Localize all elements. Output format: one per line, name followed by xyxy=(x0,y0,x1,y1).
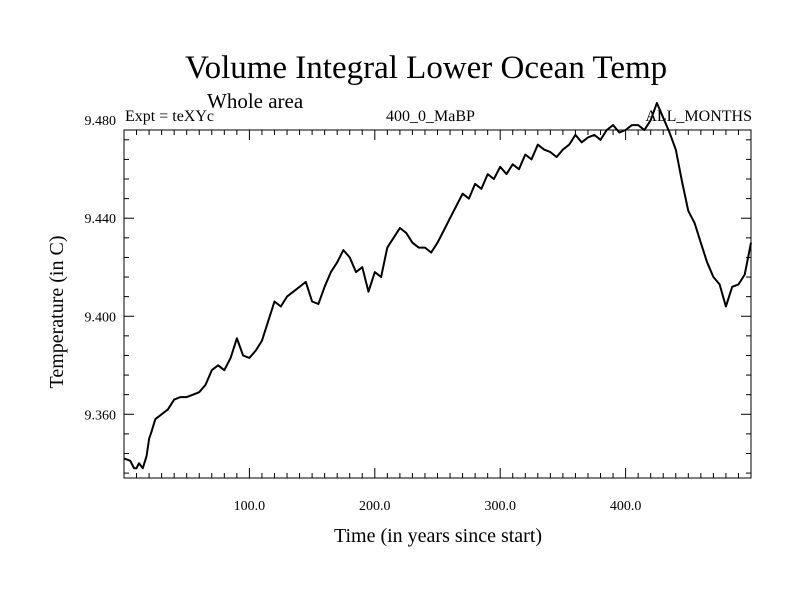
x-tick-label: 400.0 xyxy=(610,499,642,514)
x-axis-label: Time (in years since start) xyxy=(334,525,542,547)
tick-group xyxy=(124,130,751,478)
plot-frame xyxy=(123,129,752,479)
y-tick-label: 9.440 xyxy=(85,212,117,227)
experiment-label: Expt = teXYc xyxy=(125,108,214,125)
y-tick-label: 9.400 xyxy=(85,310,117,325)
chart-title: Volume Integral Lower Ocean Temp xyxy=(185,50,668,86)
months-label: ALL_MONTHS xyxy=(645,108,752,125)
series-line xyxy=(123,102,752,470)
x-tick-label: 300.0 xyxy=(484,499,516,514)
x-tick-label: 200.0 xyxy=(359,499,391,514)
x-tick-label: 100.0 xyxy=(234,499,266,514)
chart-subtitle: Whole area xyxy=(207,89,304,113)
y-axis-label: Temperature (in C) xyxy=(46,236,68,389)
period-label: 400_0_MaBP xyxy=(386,108,475,125)
y-tick-label: 9.480 xyxy=(85,114,117,129)
y-tick-label: 9.360 xyxy=(85,408,117,423)
tick-label-group: 100.0 200.0 300.0 400.0 9.360 9.400 9.440 9.480 xyxy=(85,114,642,514)
